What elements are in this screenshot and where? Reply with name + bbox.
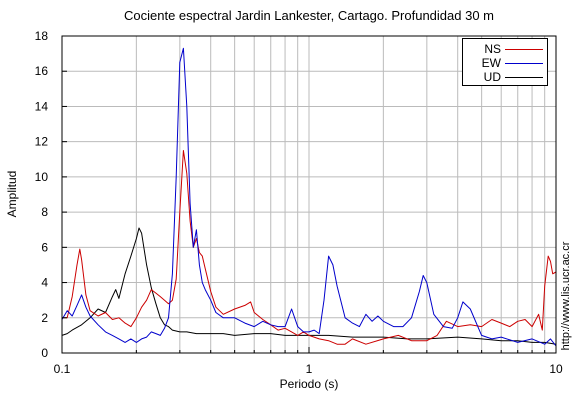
x-tick-label: 0.1	[54, 362, 71, 376]
axis-ticks: 0 2 4 6 8 10 12 14 16 18 0.1 1 10	[35, 29, 563, 376]
legend-label: UD	[483, 70, 501, 84]
y-tick-label: 18	[35, 29, 49, 43]
series-line-ew	[61, 47, 557, 347]
credit-url: http://www.lis.ucr.ac.cr	[560, 241, 572, 351]
series-line-ns	[62, 150, 557, 345]
y-tick-label: 10	[35, 170, 49, 184]
x-tick-label: 1	[306, 362, 313, 376]
series-lines	[61, 47, 557, 347]
y-tick-label: 4	[41, 276, 48, 290]
series-line-ud	[61, 227, 557, 345]
y-tick-label: 16	[35, 64, 49, 78]
x-axis-label: Periodo (s)	[279, 377, 339, 391]
legend-item-ns: NS	[463, 42, 547, 56]
y-tick-label: 14	[35, 99, 49, 113]
legend-label: NS	[484, 42, 501, 56]
legend: NS EW UD	[462, 38, 548, 86]
legend-item-ew: EW	[463, 56, 547, 70]
legend-swatch	[505, 63, 543, 64]
y-tick-label: 6	[41, 240, 48, 254]
chart-title: Cociente espectral Jardin Lankester, Car…	[124, 8, 494, 23]
legend-swatch	[505, 77, 543, 78]
legend-label: EW	[481, 56, 501, 70]
x-tick-label: 10	[549, 362, 563, 376]
legend-swatch	[505, 49, 543, 50]
legend-item-ud: UD	[463, 70, 547, 84]
y-tick-label: 8	[41, 205, 48, 219]
y-tick-label: 0	[41, 346, 48, 360]
grid	[62, 36, 556, 353]
y-tick-label: 2	[41, 311, 48, 325]
y-axis-label: Amplitud	[5, 170, 19, 218]
y-tick-label: 12	[35, 135, 49, 149]
